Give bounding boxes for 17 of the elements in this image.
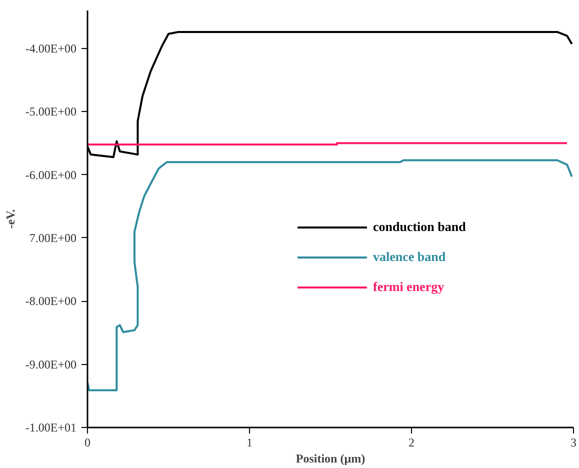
text: conduction band [373, 219, 466, 235]
y-tick-label: -1.00E+01 [25, 420, 76, 434]
line-series [88, 159, 573, 392]
y-tick-label: -8.00E+00 [25, 294, 76, 308]
x-tick-label: 2 [408, 436, 414, 450]
y-tick-label: 7.00E+00 [29, 230, 77, 245]
y-axis-title: -eV. [3, 209, 18, 229]
x-axis-title: Position (µm) [296, 452, 366, 466]
y-tick-label: -4.00E+00 [25, 41, 76, 56]
x-tick-label: 3 [570, 436, 576, 450]
text: valence band [373, 249, 446, 265]
x-tick-label: 0 [84, 436, 90, 450]
y-tick-label: -9.00E+00 [25, 357, 76, 372]
text: fermi energy [373, 279, 444, 295]
y-tick-label: -5.00E+00 [25, 104, 76, 119]
y-tick-label: -6.00E+00 [25, 168, 76, 182]
x-tick-label: 1 [246, 436, 252, 450]
